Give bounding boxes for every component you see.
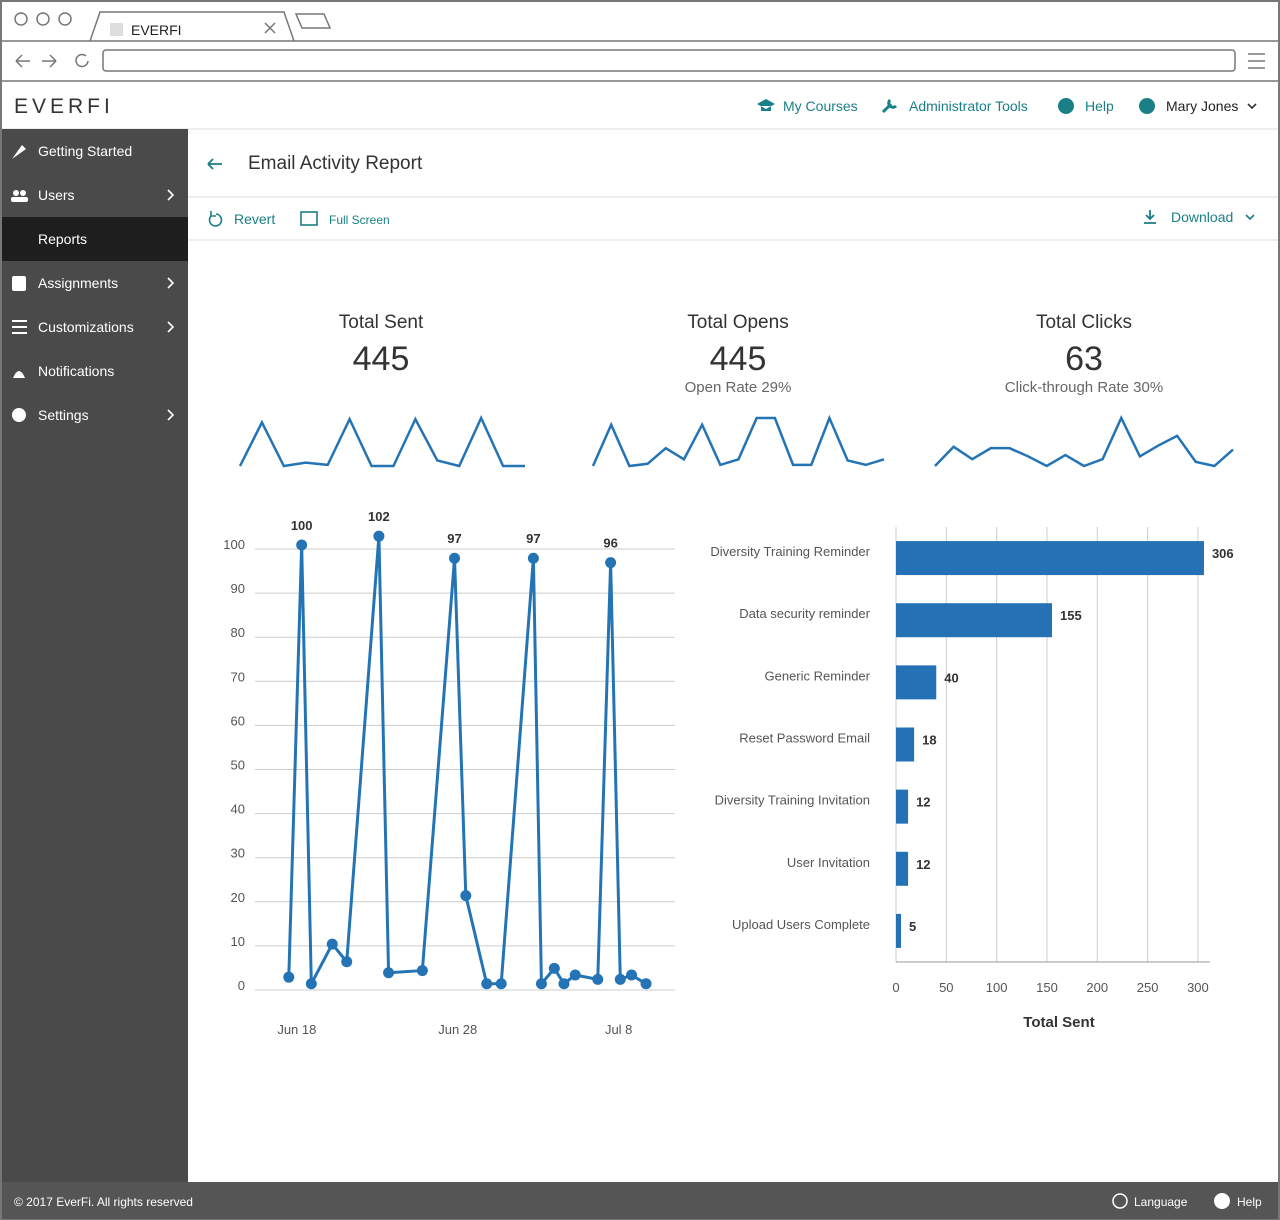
stat-subtitle: Click-through Rate 30% [1004, 379, 1164, 396]
window-button[interactable] [36, 12, 50, 26]
stat-title: Total Opens [687, 312, 789, 333]
sidebar-item[interactable]: Getting Started [38, 143, 133, 159]
sidebar-item[interactable]: Settings [38, 407, 89, 423]
forward-button[interactable] [42, 54, 57, 68]
user-icon [1139, 98, 1155, 114]
address-bar[interactable] [102, 49, 1236, 72]
sidebar-item[interactable]: Notifications [38, 363, 115, 379]
reload-button[interactable] [75, 53, 89, 68]
chevron [1245, 214, 1255, 221]
nav-link[interactable]: My Courses [783, 98, 858, 114]
stat-card: Total Sent 445 [231, 312, 531, 379]
download-icon [1144, 210, 1156, 224]
tab-title: EVERFI [131, 22, 182, 38]
sidebar-item[interactable]: Users [38, 187, 75, 203]
stat-value: 63 [1065, 340, 1103, 378]
help-icon [1058, 98, 1074, 114]
stat-card: Total Clicks 63 Click-through Rate 30% [934, 312, 1234, 396]
revert-icon [208, 211, 223, 227]
copyright: © 2017 EverFi. All rights reserved [14, 1195, 193, 1209]
footer-bg [2, 1182, 1278, 1219]
window-button[interactable] [14, 12, 28, 26]
sidebar-item[interactable]: Customizations [38, 319, 134, 335]
back-button[interactable] [15, 54, 30, 68]
tab[interactable] [89, 11, 295, 42]
chevron [1247, 103, 1257, 110]
menu-button[interactable] [1248, 53, 1265, 69]
stat-value: 445 [352, 340, 410, 378]
stat-title: Total Sent [338, 312, 424, 333]
help-icon [1214, 1193, 1230, 1209]
globe-icon [1112, 1193, 1128, 1209]
back-arrow[interactable] [207, 158, 222, 170]
footer-link[interactable]: Language [1134, 1195, 1188, 1209]
stat-value: 445 [709, 340, 767, 378]
new-tab[interactable] [294, 13, 332, 29]
nav-link[interactable]: Help [1085, 98, 1114, 114]
sidebar-item[interactable]: Assignments [38, 275, 119, 291]
nav-link[interactable]: Administrator Tools [909, 98, 1028, 114]
page-title: Email Activity Report [248, 153, 423, 174]
revert-button[interactable]: Revert [234, 211, 276, 227]
tab-close[interactable] [264, 22, 276, 34]
sidebar-item[interactable]: Reports [2, 217, 188, 261]
download-button[interactable]: Download [1171, 209, 1234, 225]
stat-card: Total Opens 445 Open Rate 29% [588, 312, 888, 396]
stat-title: Total Clicks [1035, 312, 1133, 333]
favicon [110, 23, 123, 36]
window-button[interactable] [58, 12, 72, 26]
user-menu[interactable]: Mary Jones [1166, 98, 1239, 114]
sidebar-bg [2, 129, 188, 1182]
footer-link[interactable]: Help [1237, 1195, 1262, 1209]
submenu-chevron [167, 189, 175, 421]
courses-icon [757, 99, 775, 111]
stat-subtitle: Open Rate 29% [684, 379, 792, 396]
fullscreen-icon [300, 211, 318, 226]
tools-icon [881, 98, 898, 114]
logo[interactable]: EVERFI [14, 95, 114, 118]
fullscreen-button[interactable]: Full Screen [329, 213, 390, 227]
